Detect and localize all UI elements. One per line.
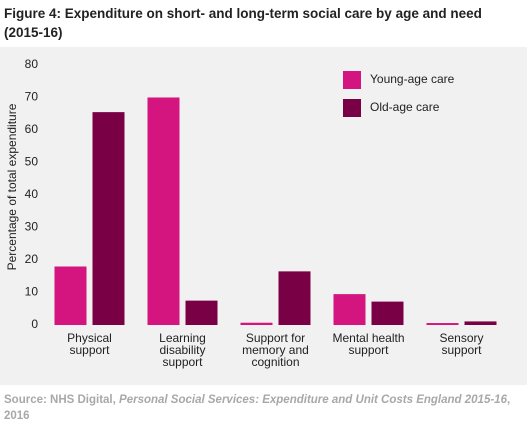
y-tick-label: 50	[25, 155, 39, 169]
x-tick-label: support	[162, 355, 203, 369]
x-tick-label: Support for	[246, 331, 305, 345]
x-tick-label: support	[441, 343, 482, 357]
bar	[185, 300, 218, 325]
legend-swatch	[343, 71, 361, 89]
source-prefix: Source: NHS Digital,	[4, 394, 120, 406]
source-title: Personal Social Services: Expenditure an…	[119, 394, 507, 406]
y-tick-label: 30	[25, 220, 39, 234]
x-tick-label: cognition	[251, 355, 299, 369]
y-axis-label: Percentage of total expenditure	[5, 103, 19, 270]
legend-label: Old-age care	[370, 100, 440, 114]
legend-label: Young-age care	[370, 72, 455, 86]
bar	[147, 97, 180, 325]
y-tick-label: 80	[25, 57, 39, 71]
bar	[371, 301, 404, 325]
chart: Percentage of total expenditure 0 10 20 30 4…	[0, 47, 527, 385]
x-tick-label: Mental health	[332, 331, 404, 345]
x-tick-label: disability	[159, 343, 205, 357]
x-tick-label: memory and	[242, 343, 309, 357]
legend-swatch	[343, 99, 361, 117]
chart-title: Figure 4: Expenditure on short- and long…	[4, 6, 482, 40]
bar	[464, 321, 497, 325]
x-tick-label: Learning	[159, 331, 206, 345]
source: Source: NHS Digital, Personal Social Ser…	[4, 392, 519, 424]
bar	[278, 271, 311, 325]
y-tick-label: 70	[25, 90, 39, 104]
y-tick-label: 10	[25, 285, 39, 299]
x-tick-label: support	[348, 343, 389, 357]
panel	[0, 47, 527, 385]
bar	[426, 323, 459, 325]
x-tick-label: Sensory	[439, 331, 483, 345]
y-tick-label: 60	[25, 122, 39, 136]
source-suffix: , 2016	[4, 394, 511, 422]
bar	[240, 322, 273, 325]
y-tick-label: 20	[25, 252, 39, 266]
bar	[92, 112, 125, 325]
y-tick-label: 40	[25, 187, 39, 201]
bar	[54, 266, 87, 325]
x-tick-label: Physical	[67, 331, 112, 345]
x-tick-label: support	[69, 343, 110, 357]
bar	[333, 294, 366, 325]
y-tick-label: 0	[31, 317, 38, 331]
